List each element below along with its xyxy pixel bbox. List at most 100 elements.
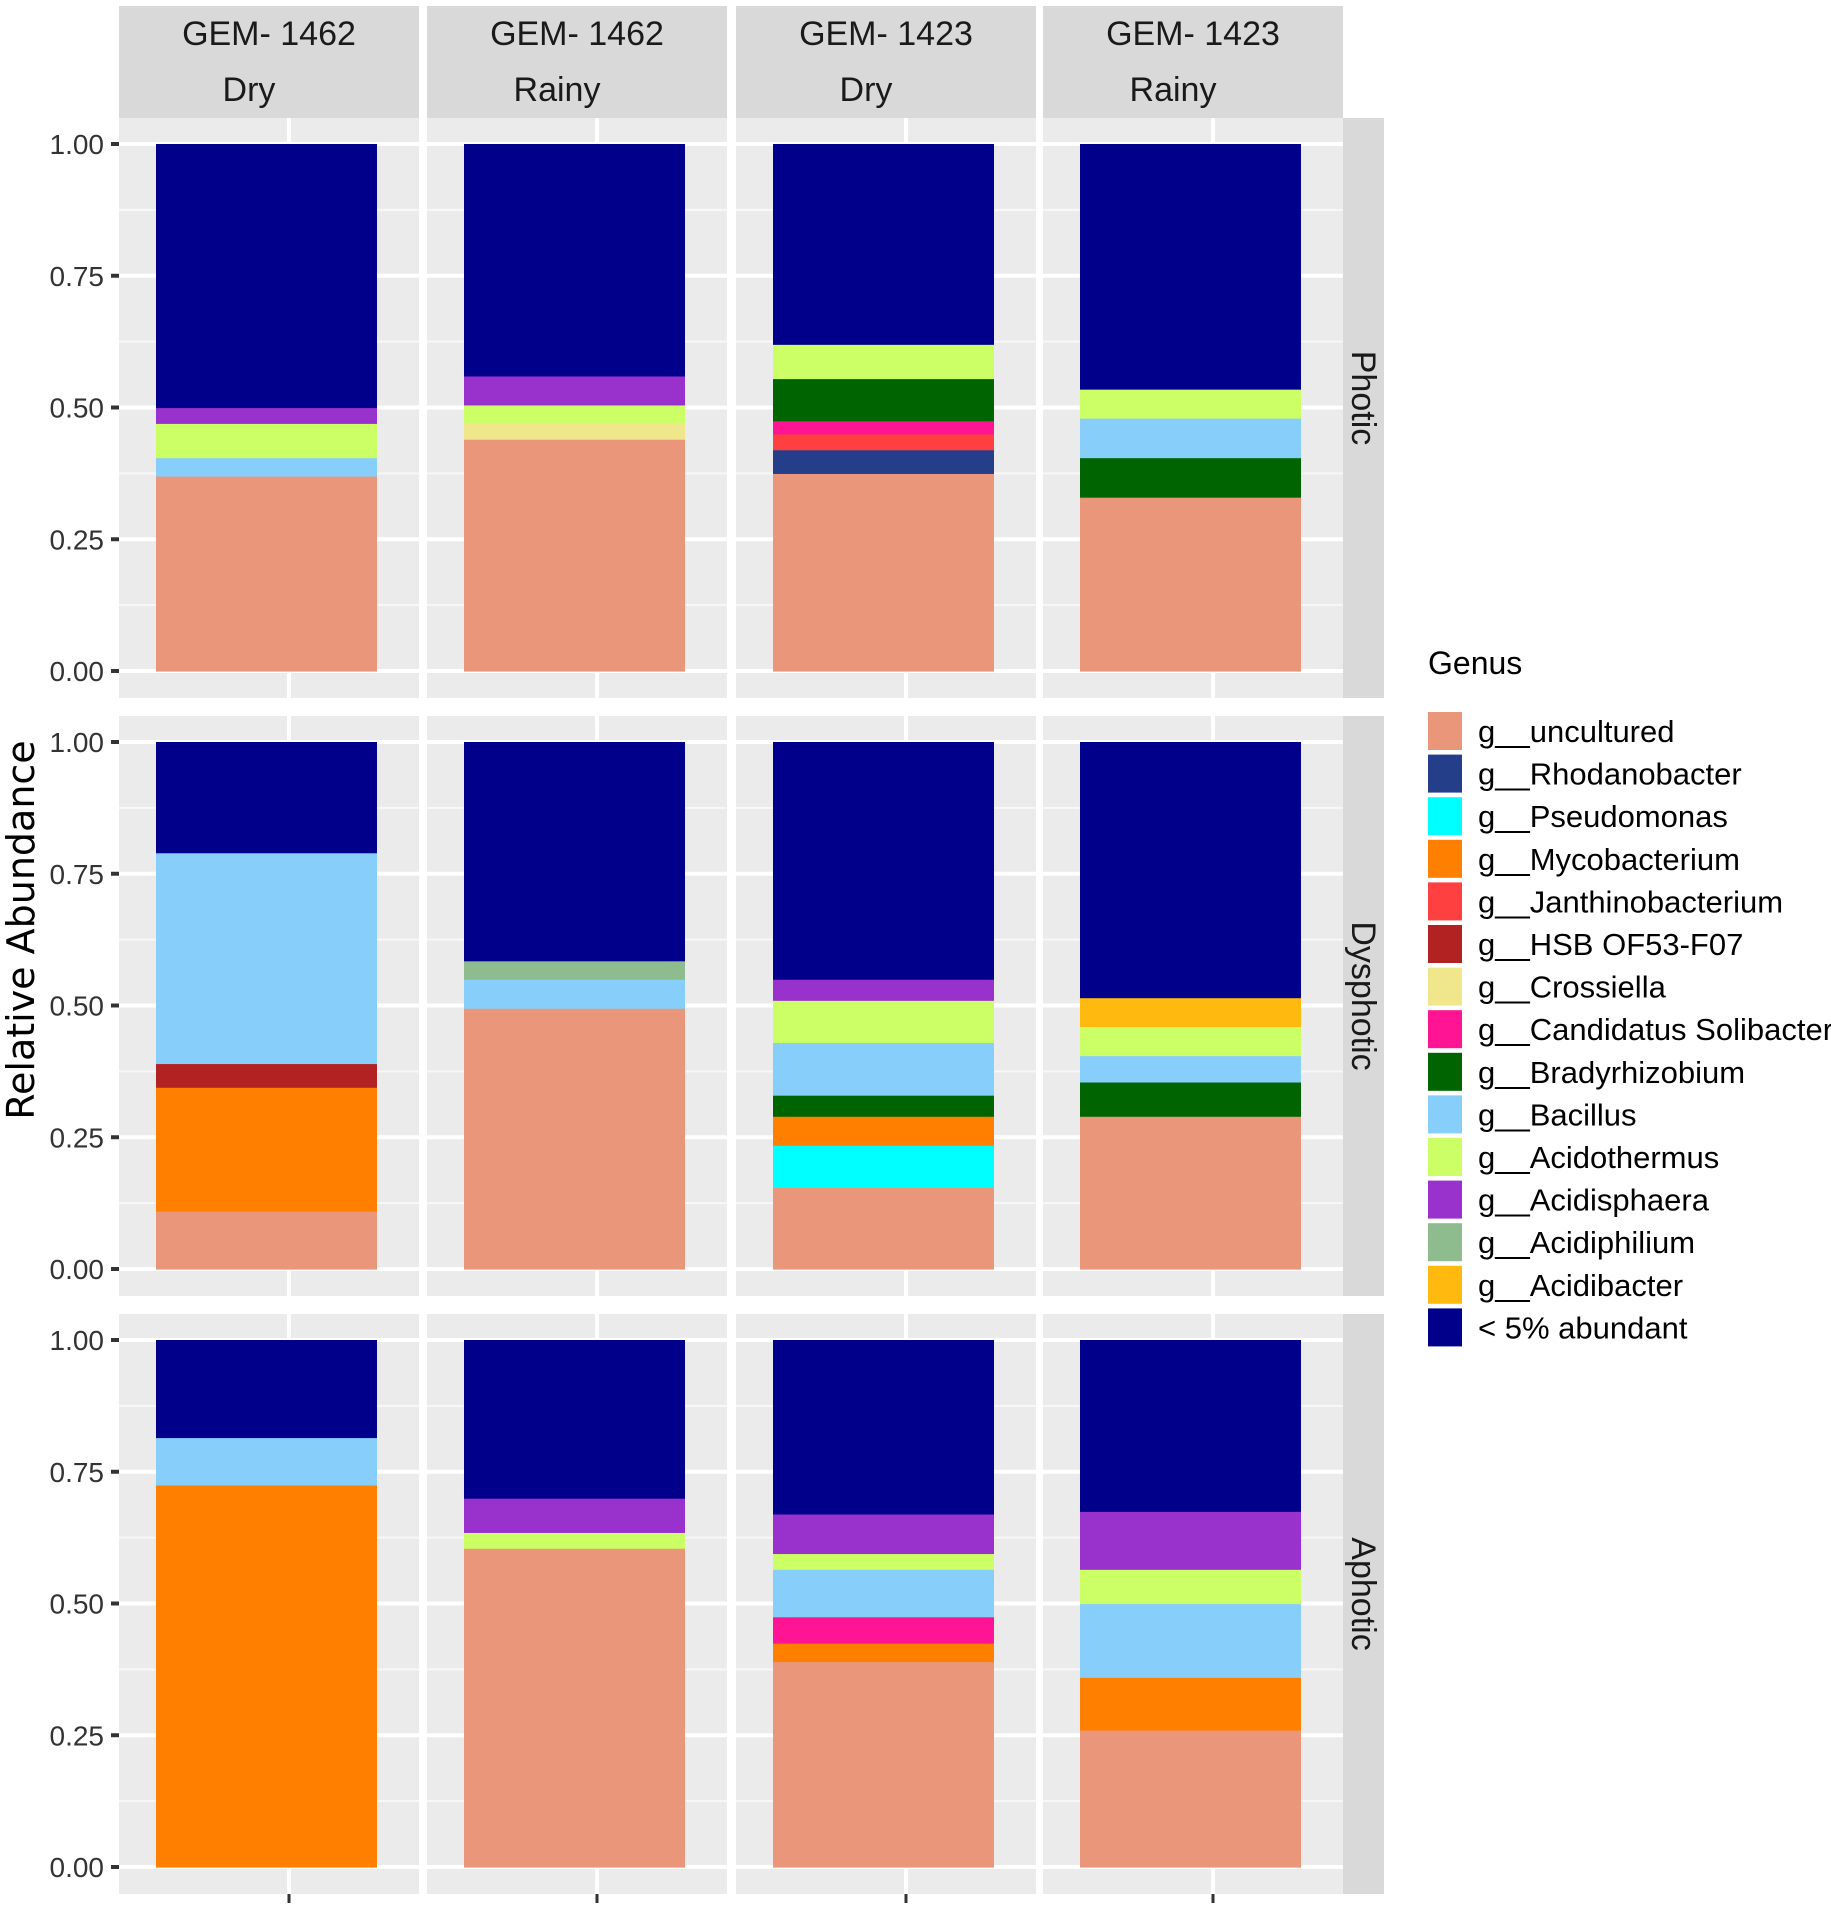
row-strip-label: Aphotic: [1344, 1537, 1382, 1650]
legend-item-mycobacterium: g__Mycobacterium: [1428, 839, 1740, 878]
x-axis-ticks: [287, 1894, 1215, 1903]
legend-label: g__Acidisphaera: [1478, 1183, 1710, 1218]
bar-segment-bradyrhizobium: [1080, 1081, 1301, 1117]
column-strip-site: GEM- 1462: [182, 15, 356, 53]
column-strip-season: Dry: [840, 71, 893, 109]
bar-segment-acidothermus: [773, 1553, 994, 1570]
y-tick-label: 0.00: [50, 1254, 105, 1285]
bar-segment-uncultured: [1080, 1729, 1301, 1868]
facet-panel: [736, 118, 1036, 698]
legend-item-bradyrhizobium: g__Bradyrhizobium: [1428, 1052, 1745, 1091]
legend-swatch: [1428, 967, 1462, 1006]
facet-panel: [119, 1314, 419, 1894]
bar-segment-lt5: [1080, 144, 1301, 390]
bar-segment-solibacter: [773, 420, 994, 435]
y-axes: 0.00 0.25 0.50 0.75 1.00 0.00 0.25 0.50 0.75 1.00…: [50, 129, 119, 1883]
legend-item-hsb: g__HSB OF53-F07: [1428, 925, 1743, 963]
row-strip: [1342, 716, 1384, 1296]
facet-panel: [736, 716, 1036, 1296]
legend-item-solibacter: g__Candidatus Solibacter: [1428, 1010, 1831, 1049]
bar-segment-acidothermus: [464, 1532, 685, 1549]
bar-segment-mycobacterium: [156, 1087, 377, 1212]
bar-segment-mycobacterium: [773, 1643, 994, 1663]
bar-segment-solibacter: [773, 1616, 994, 1644]
legend-item-bacillus: g__Bacillus: [1428, 1095, 1637, 1134]
legend-swatch: [1428, 1308, 1462, 1347]
facet-panel: [1043, 716, 1343, 1296]
bar-segment-uncultured: [1080, 497, 1301, 672]
legend-swatch: [1428, 1010, 1462, 1049]
column-strip: [1043, 6, 1343, 118]
facet-panel: [1043, 1314, 1343, 1894]
legend-item-acidiphilium: g__Acidiphilium: [1428, 1223, 1695, 1262]
legend-swatch: [1428, 1265, 1462, 1304]
bar-segment-acidisphaera: [773, 979, 994, 1001]
bar-segment-mycobacterium: [1080, 1677, 1301, 1731]
bar-segment-acidothermus: [1080, 1026, 1301, 1057]
bar-segment-acidothermus: [156, 423, 377, 459]
bar-segment-lt5: [1080, 1340, 1301, 1512]
bar-segment-bacillus: [156, 457, 377, 477]
legend-swatch: [1428, 882, 1462, 921]
legend-label: g__HSB OF53-F07: [1478, 927, 1743, 962]
legend-swatch: [1428, 1052, 1462, 1091]
bar-segment-bacillus: [1080, 1603, 1301, 1678]
facet-panel: [427, 1314, 727, 1894]
bar-segment-acidisphaera: [464, 375, 685, 406]
y-tick-label: 1.00: [50, 1325, 105, 1356]
bar-segment-pseudomonas: [773, 1145, 994, 1188]
bar-segment-bacillus: [156, 1437, 377, 1486]
y-tick-label: 0.50: [50, 393, 105, 424]
bar-segment-acidisphaera: [773, 1513, 994, 1555]
y-tick-label: 0.25: [50, 1720, 105, 1751]
column-strip-season: Rainy: [514, 71, 601, 109]
legend-item-acidibacter: g__Acidibacter: [1428, 1265, 1683, 1304]
bar-segment-uncultured: [464, 1008, 685, 1270]
legend-swatch: [1428, 797, 1462, 836]
bar-segment-lt5: [464, 144, 685, 377]
legend-label: g__Crossiella: [1478, 970, 1667, 1005]
y-tick-label: 0.25: [50, 524, 105, 555]
legend-item-crossiella: g__Crossiella: [1428, 967, 1667, 1006]
bar-segment-bacillus: [464, 979, 685, 1009]
bar-segment-uncultured: [464, 439, 685, 672]
facet-panel: [736, 1314, 1036, 1894]
column-strip-season: Rainy: [1130, 71, 1217, 109]
row-strip: [1342, 1314, 1384, 1894]
bar-segment-uncultured: [773, 1661, 994, 1868]
legend-swatch: [1428, 754, 1462, 793]
bar-segment-acidothermus: [773, 1000, 994, 1043]
bar-segment-bradyrhizobium: [1080, 457, 1301, 498]
bar-segment-uncultured: [464, 1548, 685, 1868]
legend-swatch: [1428, 1095, 1462, 1134]
legend-item-pseudomonas: g__Pseudomonas: [1428, 797, 1728, 836]
legend-label: g__uncultured: [1478, 714, 1675, 749]
legend-label: g__Acidothermus: [1478, 1140, 1719, 1175]
legend-swatch: [1428, 1223, 1462, 1262]
bar-segment-bacillus: [1080, 1055, 1301, 1083]
legend-label: g__Acidibacter: [1478, 1268, 1683, 1303]
legend-label: g__Mycobacterium: [1478, 842, 1740, 877]
row-strip: [1342, 118, 1384, 698]
y-tick-label: 0.00: [50, 1852, 105, 1883]
bar-segment-acidiphilium: [464, 960, 685, 980]
bar-segment-bradyrhizobium: [773, 378, 994, 422]
column-strip-season: Dry: [223, 71, 276, 109]
column-strip: [119, 6, 419, 118]
column-strip-site: GEM- 1423: [799, 15, 973, 53]
bar-segment-lt5: [773, 144, 994, 345]
legend-item-lt5: < 5% abundant: [1428, 1308, 1688, 1347]
legend-swatch: [1428, 925, 1462, 963]
bar-segment-mycobacterium: [773, 1116, 994, 1146]
legend-label: g__Bacillus: [1478, 1097, 1637, 1132]
legend-item-rhodanobacter: g__Rhodanobacter: [1428, 754, 1742, 793]
facet-panel: [427, 118, 727, 698]
column-facet-strips: GEM- 1462 Dry GEM- 1462 Rainy GEM- 1423 Dry GE…: [119, 6, 1343, 118]
facet-panel: [119, 118, 419, 698]
bar-segment-lt5: [1080, 742, 1301, 999]
legend-swatch: [1428, 1180, 1462, 1219]
bar-segment-bacillus: [156, 852, 377, 1065]
column-strip: [736, 6, 1036, 118]
bar-segment-hsb: [156, 1063, 377, 1088]
